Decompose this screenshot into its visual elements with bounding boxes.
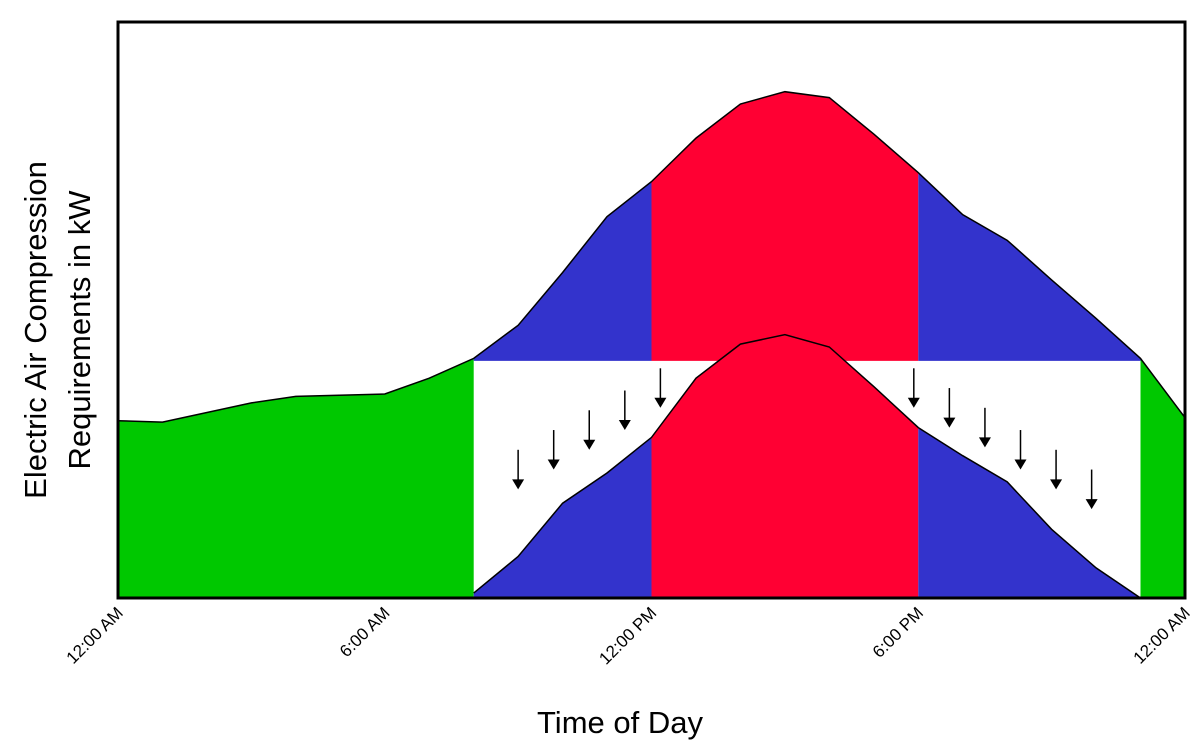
x-tick-label: 6:00 PM	[869, 603, 927, 661]
shift-arrow-head	[907, 397, 920, 408]
x-tick-label: 12:00 AM	[63, 603, 127, 667]
y-axis-title: Electric Air Compression Requirements in…	[18, 161, 97, 499]
shift-arrow-head	[547, 459, 560, 470]
shift-arrow-head	[943, 417, 956, 428]
area-shifted-shoulder-right	[918, 427, 1141, 598]
original-profile-line	[117, 90, 1186, 423]
x-axis-ticks: 12:00 AM 6:00 AM 12:00 PM 6:00 PM 12:00 AM	[63, 603, 1192, 668]
area-original-shoulder-left	[473, 181, 652, 361]
shift-arrow-head	[618, 420, 631, 431]
x-tick-label: 6:00 AM	[336, 603, 394, 661]
y-axis-title-line-1: Electric Air Compression	[18, 161, 53, 499]
x-tick-label: 12:00 PM	[595, 603, 660, 668]
shift-arrow-head	[978, 437, 991, 448]
area-shifted-peak	[651, 334, 919, 598]
shift-arrow-head	[512, 479, 525, 490]
shift-arrow-head	[654, 397, 667, 408]
shift-arrow-head	[1085, 499, 1098, 510]
y-axis-title-line-2: Requirements in kW	[62, 190, 97, 470]
shift-arrow-head	[1014, 459, 1027, 470]
area-original-shoulder-right	[918, 172, 1141, 361]
area-base-morning	[118, 358, 474, 598]
area-shifted-shoulder-left	[473, 437, 652, 598]
x-tick-label: 12:00 AM	[1130, 603, 1192, 667]
shift-arrows	[512, 368, 1098, 510]
plot-areas	[117, 90, 1186, 599]
x-axis-title: Time of Day	[537, 705, 703, 740]
area-original-peak	[651, 91, 919, 361]
area-base-night	[1140, 358, 1185, 598]
shift-arrow-head	[1050, 479, 1063, 490]
plot-frame	[116, 20, 1187, 600]
shifted-profile-line	[473, 333, 1141, 599]
shift-arrow-head	[583, 439, 596, 450]
